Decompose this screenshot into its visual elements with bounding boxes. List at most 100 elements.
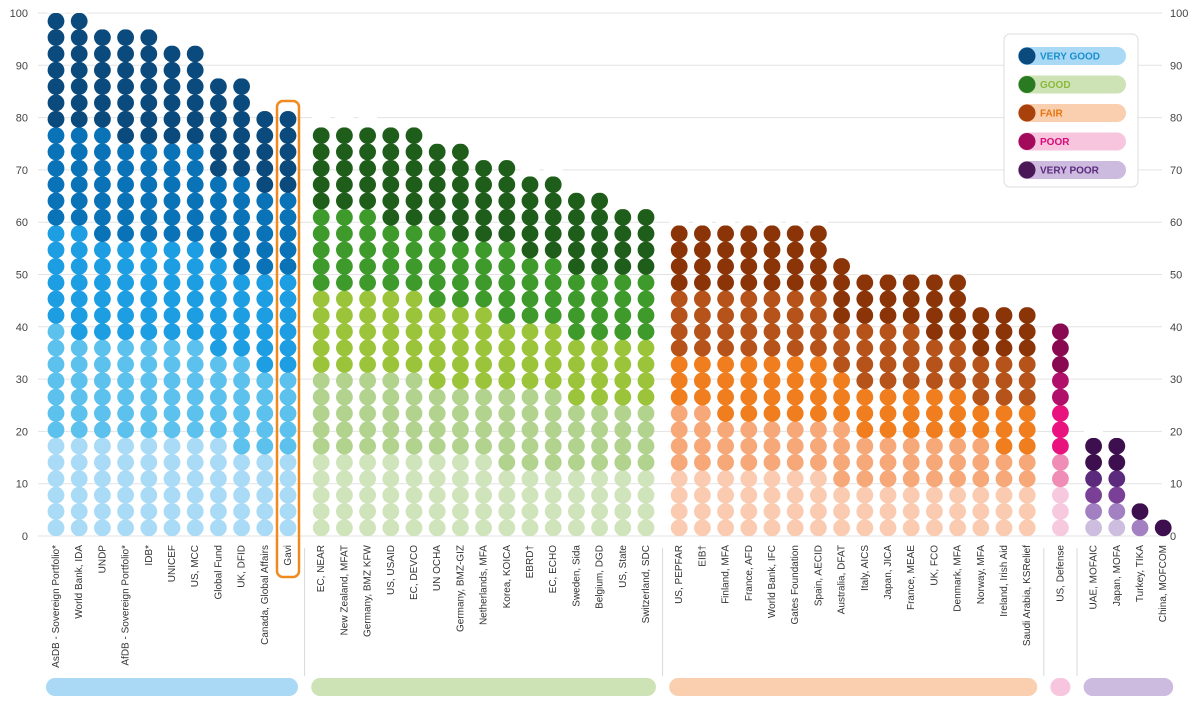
bar-idb	[139, 20, 159, 537]
bar-dot	[926, 323, 943, 341]
bar-dot	[382, 454, 400, 471]
bar-dot	[94, 355, 111, 373]
y-tick-label-left: 70	[16, 165, 28, 177]
bar-dot	[210, 176, 227, 194]
bar-dot	[614, 421, 632, 439]
bar-dot	[117, 45, 134, 63]
category-label: EC, ECHO	[548, 545, 559, 594]
bar-dot	[186, 405, 204, 422]
bar-dot	[163, 110, 181, 128]
category-label: Norway, MFA	[976, 545, 987, 605]
bar-dot	[186, 503, 204, 520]
bar-dot	[94, 470, 111, 488]
bar-dot	[786, 421, 804, 439]
bar-dot	[498, 470, 516, 488]
bar-dot	[1018, 486, 1036, 504]
bar-dot	[926, 421, 943, 439]
bar-dot	[856, 405, 874, 422]
bar-dot	[279, 437, 297, 455]
legend-dot	[1018, 47, 1036, 65]
bar-dot	[763, 372, 781, 390]
bar-dot	[140, 274, 158, 292]
bar-dot	[279, 241, 297, 259]
category-label: EBRD†	[525, 545, 536, 578]
bar-dot	[163, 257, 181, 275]
bar-dot	[163, 503, 181, 520]
bar-dot	[694, 486, 711, 504]
bar-dot	[336, 355, 353, 373]
bar-dot	[637, 290, 655, 308]
legend-pill	[1018, 75, 1126, 94]
bar-top-mask	[1107, 433, 1127, 438]
bar-dot	[614, 372, 632, 390]
bar-dot	[186, 208, 204, 226]
bar-dot	[186, 94, 204, 112]
bar-dot	[70, 372, 88, 390]
bar-dot	[810, 274, 827, 292]
bar-dot	[544, 192, 562, 210]
bar-dot	[117, 110, 134, 128]
bar-dot	[568, 323, 585, 341]
bar-dot	[140, 257, 158, 275]
legend-label: GOOD	[1040, 80, 1071, 91]
bar-dot	[1052, 437, 1069, 455]
bar-dot	[810, 241, 827, 259]
bar-dot	[359, 405, 376, 422]
bar-top-dot	[717, 225, 734, 243]
bar-dot	[1018, 355, 1036, 373]
bar-dot	[359, 192, 376, 210]
bar-dot	[763, 290, 781, 308]
bar-dot	[405, 470, 423, 488]
bar-dot	[1018, 405, 1036, 422]
bar-dot	[210, 421, 227, 439]
bar-dot	[856, 421, 874, 439]
bar-dot	[312, 323, 330, 341]
bar-dot	[279, 421, 297, 439]
bar-dot	[740, 503, 758, 520]
bar-dot	[186, 437, 204, 455]
bar-dot	[312, 503, 330, 520]
bar-dot	[763, 306, 781, 324]
legend-dot	[1018, 161, 1036, 179]
bar-dot	[544, 339, 562, 357]
legend-item-poor: POOR	[1018, 132, 1126, 151]
bar-dot	[810, 503, 827, 520]
bar-dot	[256, 405, 274, 422]
bar-dot	[949, 454, 966, 471]
bar-dot	[475, 405, 492, 422]
bar-dot	[475, 241, 492, 259]
bar-dot	[117, 78, 134, 95]
bar-dot	[568, 372, 585, 390]
bar-dot	[186, 306, 204, 324]
bar-dot	[498, 454, 516, 471]
category-label: UN OCHA	[432, 545, 443, 591]
bar-dot	[382, 339, 400, 357]
bar-dot	[637, 519, 655, 537]
bar-dot	[233, 306, 251, 324]
y-axis-left: 0 10 20 30 40 50 60 70 80 90 100	[10, 8, 28, 543]
bar-dot	[359, 519, 376, 537]
bar-dot	[810, 486, 827, 504]
bar-dot	[544, 470, 562, 488]
bar-dot	[902, 355, 920, 373]
bar-dot	[382, 486, 400, 504]
bar-dot	[475, 225, 492, 243]
bar-dot	[810, 437, 827, 455]
bar-dot	[70, 29, 88, 46]
bar-dot	[405, 421, 423, 439]
bar-top-mask	[335, 114, 354, 128]
bar-dot	[521, 192, 539, 210]
bar-dot	[614, 519, 632, 537]
bar-dot	[405, 388, 423, 406]
bar-dot	[475, 486, 492, 504]
bar-dot	[70, 94, 88, 112]
bar-dot	[94, 405, 111, 422]
bar-dot	[47, 339, 65, 357]
bar-afdb-sovereign-portfolio	[116, 20, 135, 537]
bar-dot	[972, 388, 990, 406]
bar-dot	[140, 143, 158, 161]
bar-dot	[210, 241, 227, 259]
bar-dot	[740, 323, 758, 341]
bar-dot	[312, 192, 330, 210]
bar-top-mask	[232, 72, 251, 79]
